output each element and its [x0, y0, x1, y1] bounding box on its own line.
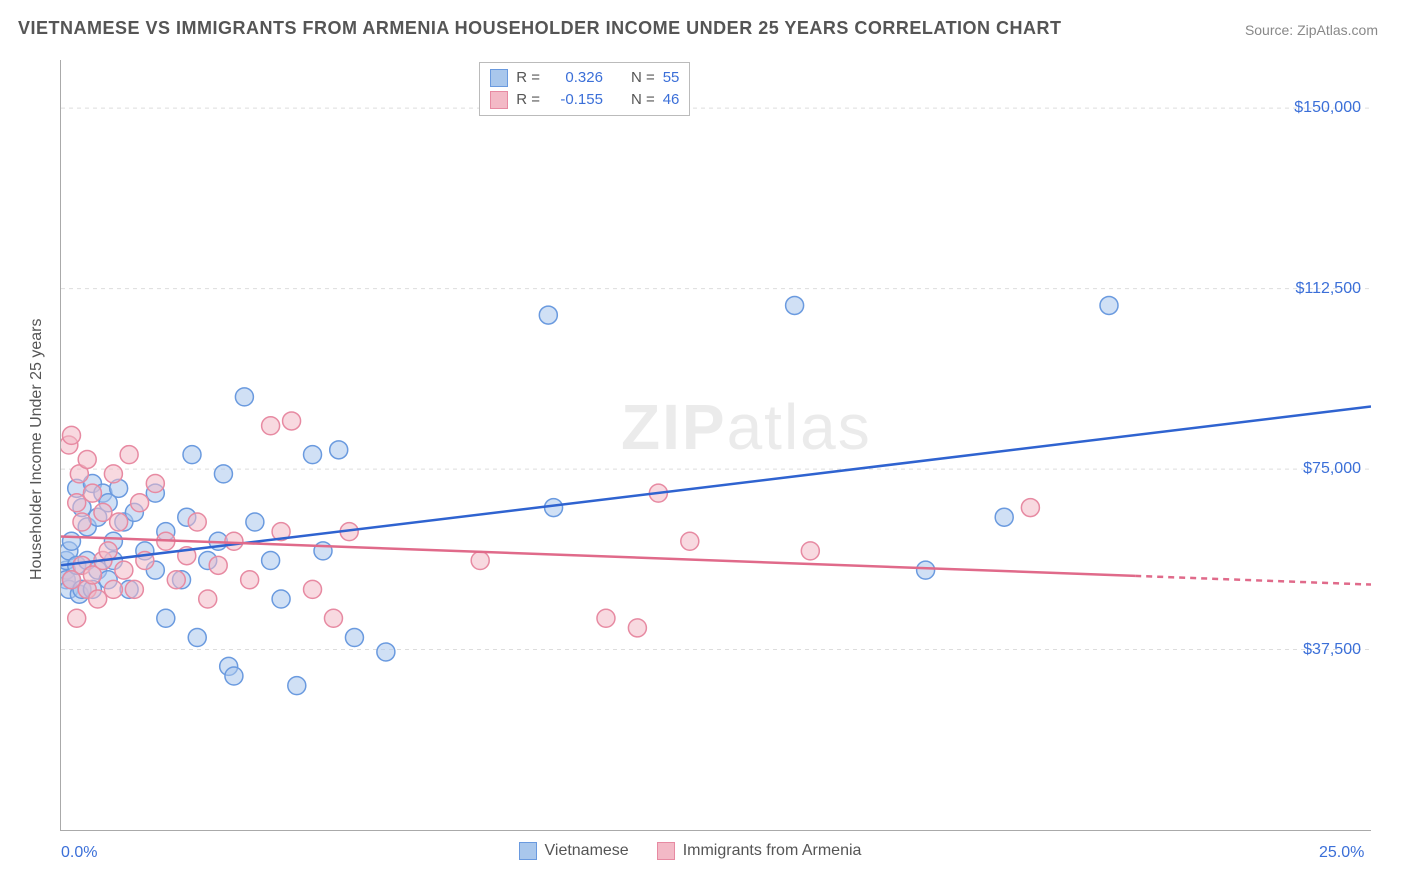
y-tick-label: $112,500 — [1295, 280, 1361, 298]
legend-label: Vietnamese — [545, 842, 629, 860]
correlation-row: R =0.326N =55 — [490, 67, 679, 89]
plot-area: ZIPatlas $37,500$75,000$112,500$150,0000… — [60, 60, 1371, 831]
chart-title: VIETNAMESE VS IMMIGRANTS FROM ARMENIA HO… — [18, 18, 1062, 39]
chart-container: VIETNAMESE VS IMMIGRANTS FROM ARMENIA HO… — [0, 0, 1406, 892]
source-credit: Source: ZipAtlas.com — [1245, 22, 1378, 38]
correlation-box: R =0.326N =55R =-0.155N =46 — [479, 62, 690, 116]
x-tick-label: 25.0% — [1319, 844, 1364, 862]
legend-label: Immigrants from Armenia — [683, 842, 862, 860]
legend-swatch — [490, 91, 508, 109]
legend-bottom: Vietnamese Immigrants from Armenia — [519, 842, 862, 860]
y-axis-label: Householder Income Under 25 years — [28, 319, 46, 580]
legend-item: Immigrants from Armenia — [657, 842, 862, 860]
y-tick-label: $37,500 — [1303, 641, 1361, 659]
y-tick-label: $150,000 — [1294, 99, 1361, 117]
y-tick-label: $75,000 — [1303, 460, 1361, 478]
legend-item: Vietnamese — [519, 842, 629, 860]
legend-swatch — [657, 842, 675, 860]
x-tick-label: 0.0% — [61, 844, 97, 862]
legend-swatch — [490, 69, 508, 87]
plot-svg — [61, 60, 1371, 830]
legend-swatch — [519, 842, 537, 860]
correlation-row: R =-0.155N =46 — [490, 89, 679, 111]
